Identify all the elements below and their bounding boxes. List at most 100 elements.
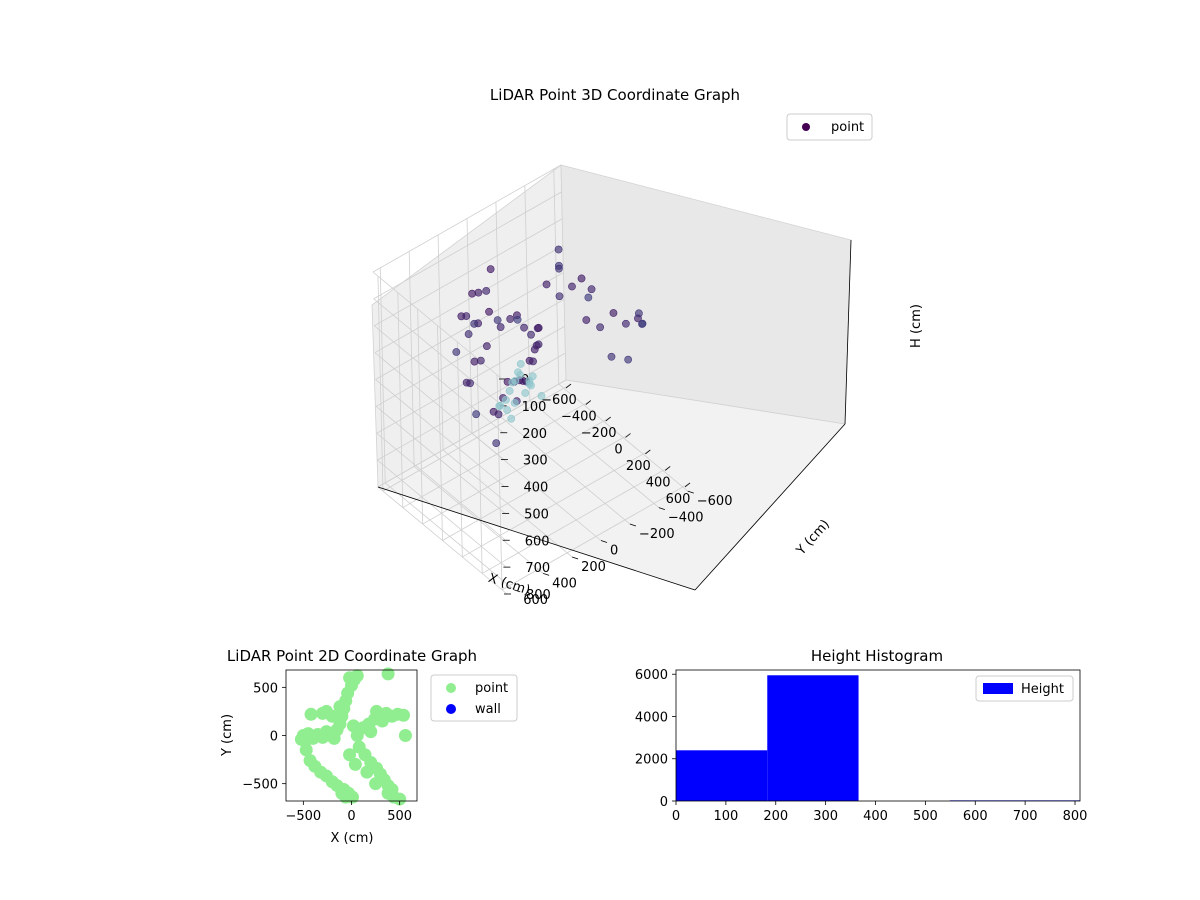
gridline-z-back: [375, 379, 505, 487]
gridline-z-side: [372, 164, 562, 273]
point-2d: [346, 719, 360, 733]
gridline-z-side: [375, 299, 565, 407]
point-3d: [609, 309, 618, 317]
point-3d: [587, 285, 596, 294]
gridline-z-side: [377, 352, 566, 461]
y-tick-label: −400: [668, 511, 704, 526]
point-2d: [333, 700, 347, 714]
point-3d: [503, 406, 512, 414]
point-2d: [343, 671, 357, 685]
x-tick-label: −600: [541, 393, 577, 408]
x-tick-label-histogram: 400: [863, 809, 888, 824]
point-2d: [299, 743, 313, 757]
point-3d: [520, 323, 528, 332]
legend-histogram-frame: [975, 675, 1074, 702]
point-3d: [525, 356, 534, 365]
gridline-z-back: [373, 298, 503, 407]
y-tick-label-histogram: 2000: [635, 753, 668, 768]
y-tick-label-2d: −500: [242, 778, 278, 793]
y-tick-mark: [687, 490, 694, 494]
gridline-z-side: [377, 379, 567, 488]
point-3d: [527, 330, 535, 339]
legend-2d: point wall: [430, 674, 518, 722]
x-axis-label-2d: X (cm): [331, 831, 374, 846]
point-3d: [470, 357, 479, 366]
gridline-z-back: [377, 459, 507, 568]
point-3d: [495, 402, 504, 411]
point-3d: [502, 395, 510, 404]
gridline-y-floor: [384, 482, 515, 591]
y-tick-label-histogram: 4000: [635, 710, 668, 725]
x-tick-label-histogram: 100: [713, 809, 738, 824]
point-3d: [506, 315, 515, 323]
point-2d: [370, 704, 384, 718]
z-tick-label: 800: [526, 588, 551, 603]
x-tick-label: −400: [561, 410, 597, 425]
point-3d: [534, 323, 543, 332]
point-3d: [457, 312, 466, 321]
z-axis-label-3d: H (cm): [909, 304, 924, 348]
point-3d: [555, 292, 564, 301]
gridline-y-floor: [558, 383, 689, 492]
point-3d: [513, 315, 522, 324]
y-tick-label-2d: 500: [253, 681, 278, 696]
chart-3d: LiDAR Point 3D Coordinate Graph −600 −400…: [371, 86, 924, 608]
y-tick-mark: [543, 573, 550, 576]
point-2d: [304, 707, 318, 721]
point-3d: [584, 293, 593, 302]
x-tick-mark: [625, 433, 631, 438]
legend-2d-marker-point: [446, 683, 456, 693]
x-tick-label-histogram: 300: [813, 809, 838, 824]
point-2d: [364, 725, 378, 739]
point-3d: [470, 319, 479, 328]
points-2d: [294, 667, 412, 806]
point-3d: [485, 307, 493, 316]
x-tick-mark: [585, 400, 592, 405]
gridline-z-back: [377, 486, 508, 595]
z-tick-label: 500: [524, 507, 549, 522]
point-3d: [472, 410, 481, 419]
x-tick-label-2d: 500: [387, 809, 412, 824]
y-axis-line: [694, 423, 846, 591]
point-3d: [496, 323, 505, 331]
histogram-bar: [676, 750, 768, 801]
z-tick-label: 100: [522, 400, 547, 415]
point-2d: [397, 708, 411, 722]
point-3d: [542, 280, 551, 289]
x-tick-label-histogram: 0: [672, 809, 680, 824]
point-3d: [452, 348, 461, 356]
y-tick-label-histogram: 0: [660, 795, 668, 810]
point-3d: [510, 399, 519, 407]
point-3d: [634, 309, 643, 318]
point-2d: [335, 786, 349, 800]
z-tick-label: 200: [522, 427, 547, 442]
point-2d: [369, 777, 383, 791]
point-3d: [464, 330, 473, 338]
x-tick-mark: [565, 383, 572, 389]
gridline-z-side: [374, 218, 563, 327]
y-tick-label: −200: [639, 527, 675, 542]
point-3d: [555, 264, 563, 273]
point-3d: [596, 323, 605, 332]
y-tick-label: 400: [552, 576, 577, 591]
y-tick-mark: [600, 540, 608, 543]
point-3d: [482, 342, 491, 351]
gridline-z-side: [375, 272, 564, 380]
gridline-z-back: [374, 352, 505, 460]
y-tick-mark: [514, 589, 521, 593]
point-3d: [462, 378, 471, 387]
x-tick-label: 200: [626, 459, 651, 474]
point-3d: [624, 355, 633, 364]
y-tick-label-2d: 0: [270, 730, 278, 745]
point-3d: [622, 319, 630, 328]
point-2d: [375, 714, 389, 728]
x-tick-mark: [645, 449, 651, 455]
point-2d: [348, 757, 362, 771]
legend-3d: point: [786, 113, 873, 141]
y-axis-label-2d: Y (cm): [220, 714, 235, 757]
grid-3d: [372, 164, 691, 595]
x-axis-line: [377, 486, 696, 591]
y-tick-label: 200: [581, 560, 606, 575]
